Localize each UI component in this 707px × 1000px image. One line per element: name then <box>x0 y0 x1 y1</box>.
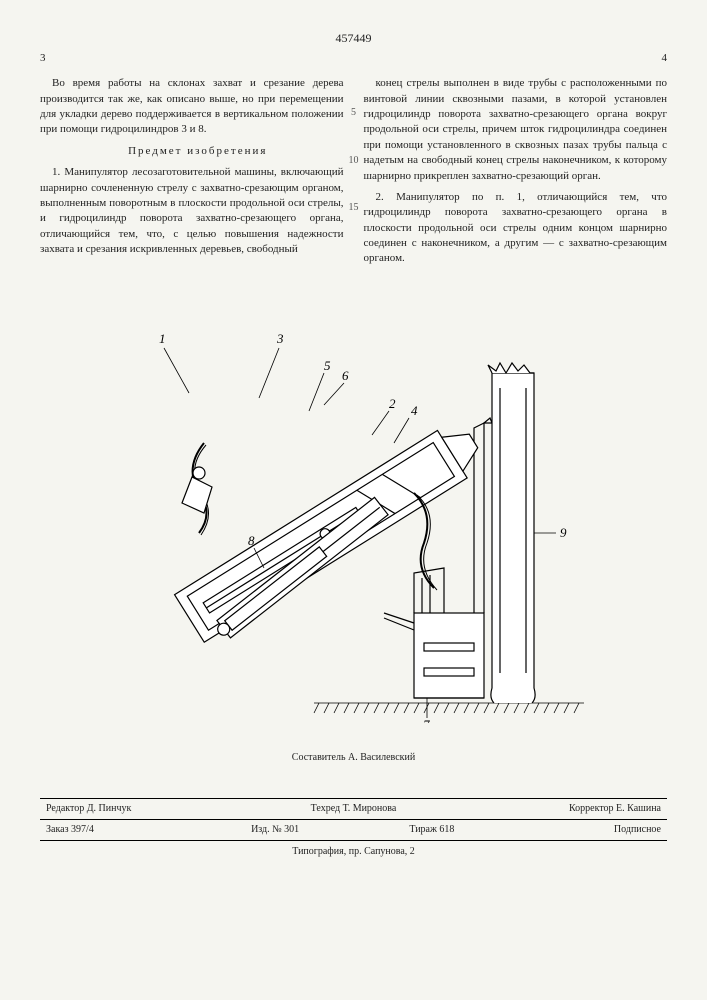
fig-label: 9 <box>560 525 567 540</box>
fig-label: 8 <box>248 533 255 548</box>
editor: Редактор Д. Пинчук <box>40 802 249 816</box>
patent-drawing: 1 3 6 5 2 4 8 7 9 <box>114 293 594 723</box>
compositor: Составитель А. Василевский <box>40 748 667 768</box>
fig-label: 5 <box>324 358 331 373</box>
page-header: 3 4 <box>40 51 667 66</box>
tirage: Тираж 618 <box>354 823 511 837</box>
column-right: конец стрелы выполнен в виде трубы с рас… <box>364 76 668 273</box>
text-columns: 5 10 15 Во время работы на склонах захва… <box>40 76 667 273</box>
fig-label: 1 <box>159 331 166 346</box>
claim-2: 2. Манипулятор по п. 1, отличающийся тем… <box>364 190 668 267</box>
subscription: Подписное <box>510 823 667 837</box>
fig-label: 7 <box>423 717 430 723</box>
corrector: Корректор Е. Кашина <box>458 802 667 816</box>
fig-label: 3 <box>276 331 284 346</box>
line-num: 10 <box>349 154 359 168</box>
typography-line: Типография, пр. Сапунова, 2 <box>40 845 667 859</box>
fig-label: 2 <box>389 396 396 411</box>
claim-1: 1. Манипулятор лесозаготовительной машин… <box>40 165 344 257</box>
page-num-left: 3 <box>40 51 46 66</box>
paragraph: Во время работы на склонах захват и срез… <box>40 76 344 138</box>
figure: 1 3 6 5 2 4 8 7 9 <box>40 293 667 728</box>
line-num: 15 <box>349 201 359 215</box>
column-left: Во время работы на склонах захват и срез… <box>40 76 344 273</box>
fig-label: 6 <box>342 368 349 383</box>
techred: Техред Т. Миронова <box>249 802 458 816</box>
izd-num: Изд. № 301 <box>197 823 354 837</box>
line-num: 5 <box>351 106 356 120</box>
paragraph: конец стрелы выполнен в виде трубы с рас… <box>364 76 668 184</box>
footer-block: Составитель А. Василевский Редактор Д. П… <box>40 748 667 859</box>
section-title: Предмет изобретения <box>40 144 344 159</box>
doc-number: 457449 <box>40 30 667 47</box>
page-num-right: 4 <box>662 51 668 66</box>
fig-label: 4 <box>411 403 418 418</box>
order-num: Заказ 397/4 <box>40 823 197 837</box>
footer-table: Редактор Д. Пинчук Техред Т. Миронова Ко… <box>40 798 667 841</box>
